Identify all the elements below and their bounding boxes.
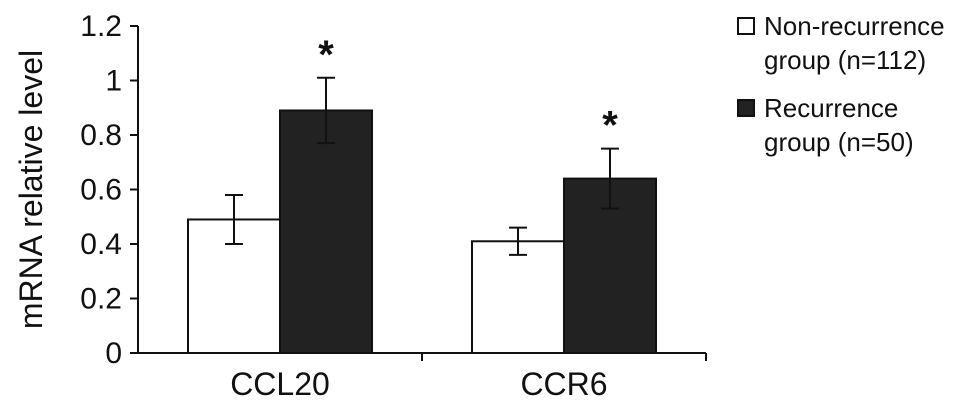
legend-label: group (n=112): [764, 45, 926, 75]
axes: 0 0.2 0.4 0.6 0.8 1 1.2 mRNA relative level CCL2…: [13, 10, 707, 402]
category-label: CCR6: [520, 366, 607, 402]
bars: **: [187, 33, 657, 354]
legend-swatch: [737, 17, 755, 35]
y-tick-label: 1.2: [80, 10, 122, 43]
significance-marker: *: [318, 33, 334, 77]
y-tick-label: 0.8: [80, 119, 122, 152]
category-label: CCL20: [230, 366, 330, 402]
bar: [471, 240, 565, 354]
legend: Non-recurrence group (n=112) Recurrence gro…: [737, 11, 945, 157]
bar: [279, 109, 373, 354]
y-tick-label: 0.6: [80, 174, 122, 207]
y-tick-label: 1: [105, 65, 122, 98]
legend-label: Recurrence: [764, 93, 898, 123]
y-tick-label: 0.4: [80, 228, 122, 261]
significance-marker: *: [602, 104, 618, 148]
legend-label: Non-recurrence: [764, 11, 945, 41]
legend-label: group (n=50): [764, 127, 914, 157]
y-tick-label: 0: [105, 337, 122, 370]
y-tick-label: 0.2: [80, 283, 122, 316]
legend-swatch: [737, 99, 755, 117]
y-axis-title: mRNA relative level: [13, 50, 49, 329]
